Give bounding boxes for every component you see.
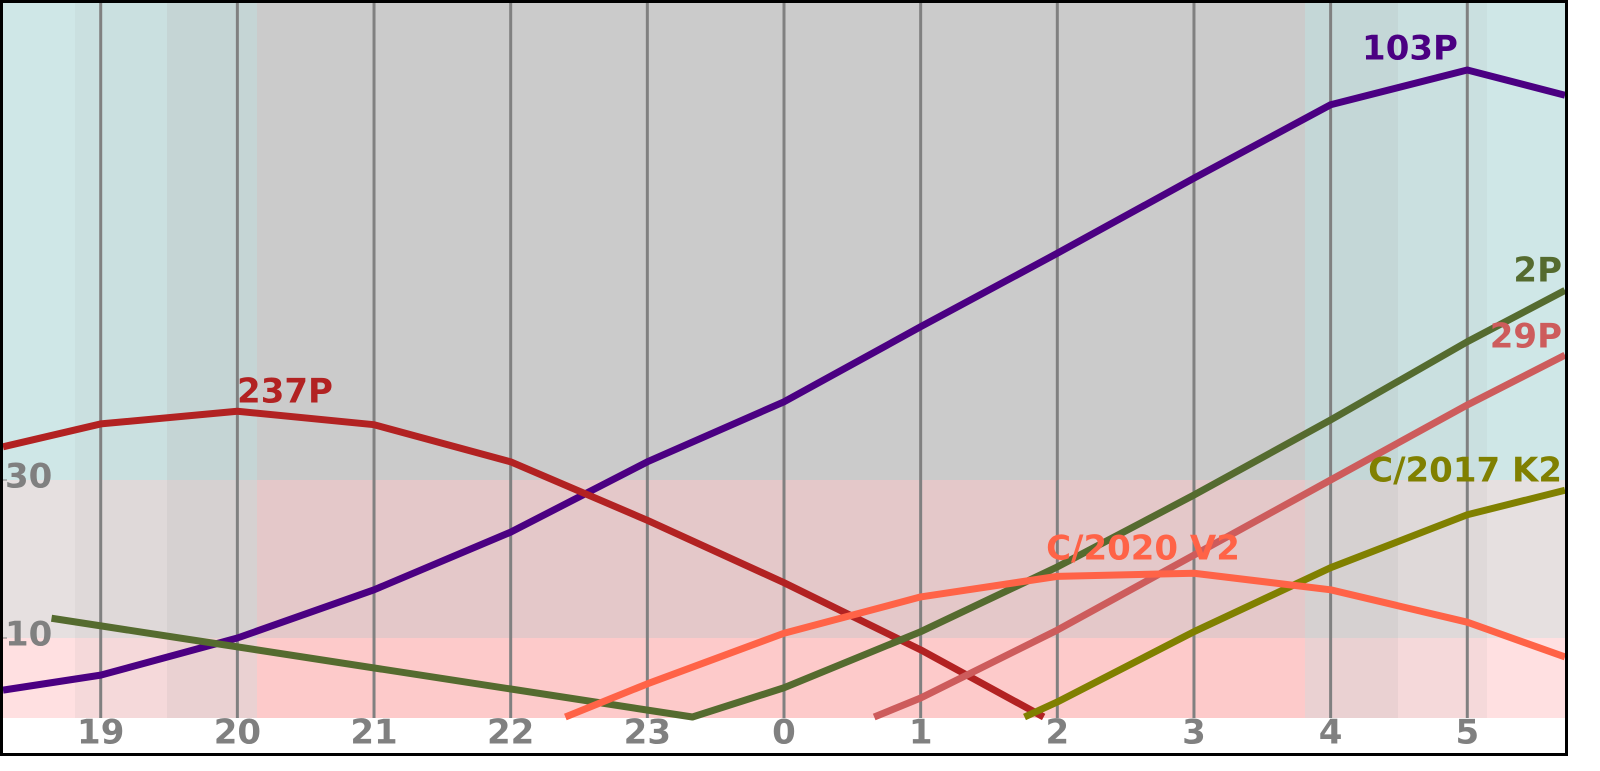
x-tick-label: 22	[487, 713, 534, 753]
series-label: C/2017 K2	[1368, 451, 1562, 491]
x-tick-label: 0	[772, 713, 796, 753]
series-label: 237P	[237, 372, 333, 412]
series-line	[50, 287, 1567, 721]
frame	[0, 0, 1568, 756]
twilight-band	[167, 3, 257, 480]
x-tick-label: 23	[624, 713, 671, 753]
series-line	[872, 352, 1567, 721]
series-label: 2P	[1513, 251, 1562, 291]
series-line	[1023, 486, 1566, 721]
labels: 19 20 21 22 23 0 1 2 3 4 51030103P237P2P29PC/2017 …	[5, 29, 1562, 753]
night-band	[257, 638, 1305, 718]
x-tick-label: 1	[909, 713, 933, 753]
x-tick-label: 3	[1182, 713, 1206, 753]
series-line	[2, 407, 1046, 721]
series-label: 29P	[1490, 317, 1562, 357]
x-tick-label: 19	[77, 713, 124, 753]
x-tick-label: 5	[1455, 713, 1479, 753]
y-tick-label: 10	[5, 615, 52, 655]
x-tick-label: 20	[214, 713, 261, 753]
night-band	[257, 3, 1305, 480]
x-tick-label: 4	[1319, 713, 1343, 753]
lines	[2, 66, 1567, 721]
series-line	[564, 569, 1567, 721]
grid	[3, 3, 1469, 718]
x-tick-label: 21	[350, 713, 397, 753]
night-band	[257, 480, 1305, 638]
series-line	[2, 66, 1566, 694]
series-label: 103P	[1362, 29, 1458, 69]
x-tick-label: 2	[1045, 713, 1069, 753]
y-tick-label: 30	[5, 457, 52, 497]
series-label: C/2020 V2	[1046, 529, 1240, 569]
